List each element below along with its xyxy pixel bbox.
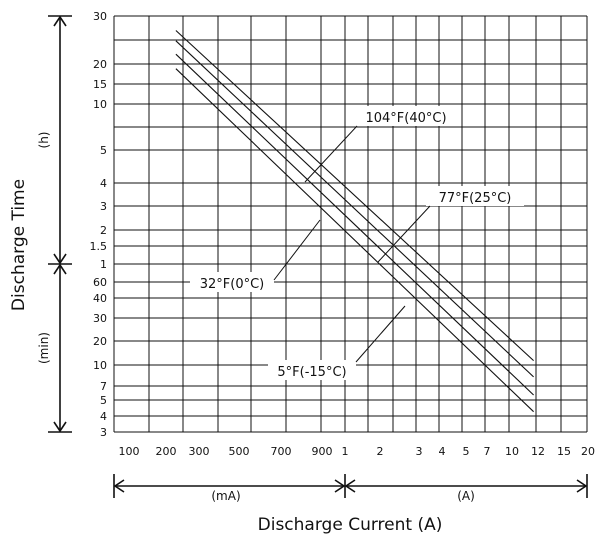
y-tick-label: 4 xyxy=(100,177,107,190)
annotation-40c: 104°F(40°C) xyxy=(365,111,446,126)
y-tick-label: 5 xyxy=(100,144,107,157)
x-tick-label: 2 xyxy=(377,445,384,458)
x-tick-label: 12 xyxy=(531,445,545,458)
x-tick-label: 200 xyxy=(156,445,177,458)
x-tick-label: 500 xyxy=(229,445,250,458)
x-tick-labels: 100 200 300 500 700 900 1 2 3 4 5 7 10 12 15 20 xyxy=(119,445,596,458)
y-arrowhead xyxy=(53,15,67,27)
x-tick-label: 5 xyxy=(463,445,470,458)
annotation-0c: 32°F(0°C) xyxy=(200,277,265,292)
y-tick-label: 10 xyxy=(93,98,107,111)
y-tick-label: 3 xyxy=(100,200,107,213)
annotation-bg xyxy=(426,186,524,206)
x-tick-label: 15 xyxy=(557,445,571,458)
y-arrowhead xyxy=(53,263,67,275)
x-tick-label: 300 xyxy=(189,445,210,458)
y-tick-label: 20 xyxy=(93,335,107,348)
x-arrowhead xyxy=(576,479,588,493)
y-tick-label: 30 xyxy=(93,10,107,23)
y-unit-hours: (h) xyxy=(37,132,51,149)
x-arrowhead xyxy=(344,479,356,493)
x-arrowhead xyxy=(334,479,346,493)
y-tick-label: 5 xyxy=(100,394,107,407)
x-unit-ma: (mA) xyxy=(211,489,240,503)
y-tick-label: 20 xyxy=(93,58,107,71)
y-arrowhead xyxy=(53,253,67,265)
series-line-3 xyxy=(175,68,534,413)
annotation-bg xyxy=(190,272,274,292)
series-line-1 xyxy=(175,40,534,378)
x-arrowhead xyxy=(113,479,125,493)
y-unit-minutes: (min) xyxy=(37,332,51,364)
y-arrowhead xyxy=(53,421,67,433)
x-tick-label: 7 xyxy=(484,445,491,458)
x-tick-label: 20 xyxy=(581,445,595,458)
x-tick-label: 10 xyxy=(505,445,519,458)
y-tick-label: 4 xyxy=(100,410,107,423)
y-tick-label: 7 xyxy=(100,380,107,393)
annotation-minus15c: 5°F(-15°C) xyxy=(277,365,346,380)
y-tick-label: 1 xyxy=(100,258,107,271)
x-tick-label: 900 xyxy=(312,445,333,458)
x-axis-brackets xyxy=(113,474,588,498)
y-tick-label: 10 xyxy=(93,359,107,372)
y-tick-label: 40 xyxy=(93,292,107,305)
leader-line-minus15c xyxy=(355,305,406,363)
leader-line-40c xyxy=(304,125,358,183)
y-tick-label: 2 xyxy=(100,224,107,237)
annotation-bg xyxy=(354,106,458,126)
annotation-bg xyxy=(268,360,356,380)
y-axis-title: Discharge Time xyxy=(9,179,29,311)
x-tick-label: 100 xyxy=(119,445,140,458)
series-line-0 xyxy=(175,30,534,362)
annotation-25c: 77°F(25°C) xyxy=(439,191,512,206)
x-tick-label: 1 xyxy=(342,445,349,458)
x-unit-a: (A) xyxy=(457,489,475,503)
y-tick-label: 3 xyxy=(100,426,107,439)
leader-line-0c xyxy=(273,219,321,281)
series-line-2 xyxy=(175,53,534,396)
y-axis-brackets xyxy=(48,15,72,433)
y-tick-label: 15 xyxy=(93,78,107,91)
y-tick-label: 1.5 xyxy=(90,240,108,253)
x-tick-label: 3 xyxy=(416,445,423,458)
y-tick-label: 60 xyxy=(93,276,107,289)
series-lines xyxy=(175,30,534,413)
y-tick-label: 30 xyxy=(93,312,107,325)
leader-line-25c xyxy=(377,205,431,263)
x-axis-title: Discharge Current (A) xyxy=(258,515,443,535)
series-annotations: 104°F(40°C) 77°F(25°C) 32°F(0°C) 5°F(-15… xyxy=(190,106,524,380)
x-tick-label: 4 xyxy=(439,445,446,458)
grid xyxy=(113,15,588,433)
x-tick-label: 700 xyxy=(271,445,292,458)
